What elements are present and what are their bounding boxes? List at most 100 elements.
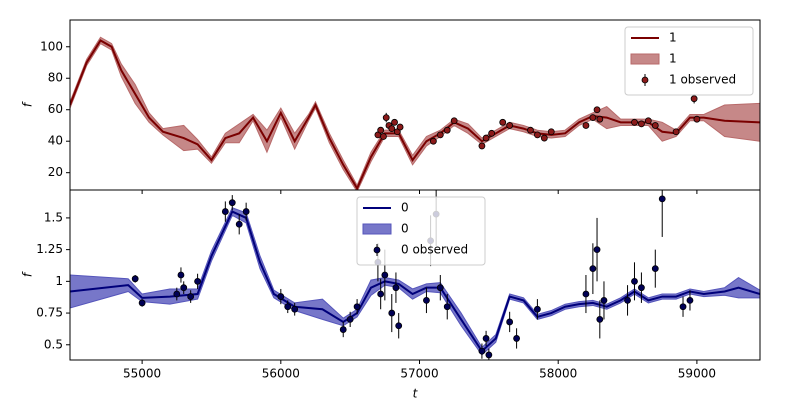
- observed-point: [277, 293, 285, 300]
- observed-point: [353, 303, 361, 311]
- observed-point: [485, 351, 493, 359]
- x-tick-label: 55000: [123, 367, 161, 381]
- observed-point: [644, 117, 652, 125]
- observed-point: [478, 347, 486, 355]
- observed-point: [547, 128, 555, 136]
- observed-point: [177, 271, 185, 279]
- observed-point: [388, 309, 396, 317]
- observed-point: [679, 303, 687, 311]
- observed-point: [600, 296, 608, 304]
- observed-point: [443, 303, 451, 311]
- observed-point: [638, 284, 645, 292]
- observed-point: [346, 316, 354, 323]
- y-tick-label: 1.25: [36, 242, 63, 256]
- y-tick-label: 0.75: [36, 306, 63, 320]
- observed-point: [582, 290, 590, 298]
- observed-point: [631, 277, 638, 285]
- observed-point: [228, 199, 236, 207]
- x-axis-label: t: [413, 387, 419, 400]
- legend-box: [624, 26, 754, 96]
- confidence-band: [70, 36, 760, 190]
- y-tick-label: 60: [48, 102, 63, 116]
- observed-point: [593, 106, 601, 114]
- y-tick-label: 1.5: [44, 210, 63, 224]
- x-tick-label: 58000: [539, 367, 577, 381]
- observed-point: [506, 318, 514, 326]
- observed-point: [582, 122, 590, 129]
- legend-label: 0 observed: [401, 243, 468, 257]
- legend-patch: [630, 53, 660, 65]
- observed-point: [478, 142, 486, 150]
- observed-point: [388, 125, 396, 133]
- legend-label: 1: [669, 52, 677, 66]
- legend-patch: [362, 223, 392, 235]
- observed-point: [624, 296, 631, 304]
- legend-box: [356, 196, 486, 266]
- legend-marker: [373, 246, 381, 254]
- legend: 1 1 1 observed: [624, 26, 754, 96]
- observed-point: [382, 114, 390, 121]
- y-axis-label: f: [21, 271, 35, 277]
- observed-point: [392, 284, 400, 292]
- observed-point: [482, 134, 490, 142]
- axes-frame: [69, 189, 761, 361]
- observed-point: [380, 133, 387, 140]
- observed-point: [450, 117, 458, 125]
- observed-point: [527, 126, 534, 134]
- observed-point: [533, 131, 541, 139]
- y-tick-label: 0.5: [44, 337, 63, 351]
- legend-label: 0: [401, 201, 409, 215]
- observed-point: [395, 322, 403, 330]
- observed-point: [377, 290, 385, 298]
- legend-label: 1: [669, 31, 677, 45]
- observed-point: [180, 284, 188, 292]
- observed-point: [651, 122, 659, 129]
- observed-point: [589, 114, 597, 121]
- observed-point: [423, 296, 430, 304]
- observed-point: [187, 293, 195, 300]
- y-tick-label: 40: [48, 134, 63, 148]
- observed-point: [593, 246, 601, 254]
- observed-point: [173, 290, 181, 298]
- observed-point: [339, 326, 347, 333]
- observed-point: [194, 277, 201, 285]
- y-tick-label: 1: [55, 274, 63, 288]
- observed-point: [499, 118, 507, 126]
- observed-point: [242, 208, 250, 215]
- observed-point: [589, 265, 597, 273]
- observed-point: [391, 118, 398, 126]
- legend-label: 0: [401, 222, 409, 236]
- observed-point: [436, 284, 444, 292]
- legend: 0 0 0 observed: [356, 196, 486, 266]
- observed-point: [221, 208, 229, 215]
- observed-point: [396, 123, 404, 131]
- observed-point: [533, 305, 541, 313]
- observed-point: [686, 296, 694, 304]
- observed-point: [377, 126, 385, 134]
- observed-point: [284, 303, 292, 311]
- observed-point: [658, 195, 666, 203]
- observed-point: [693, 115, 701, 123]
- observed-point: [540, 134, 548, 142]
- legend-marker: [641, 76, 649, 84]
- observed-point: [488, 129, 496, 137]
- observed-point: [506, 122, 514, 129]
- observed-point: [596, 316, 604, 323]
- observed-point: [513, 335, 520, 342]
- observed-point: [690, 95, 698, 103]
- observed-point: [235, 220, 243, 228]
- observed-point: [291, 305, 299, 313]
- y-tick-label: 100: [40, 39, 63, 53]
- observed-point: [672, 128, 680, 136]
- x-tick-label: 57000: [400, 367, 438, 381]
- observed-point: [638, 120, 645, 128]
- observed-point: [631, 118, 638, 126]
- y-axis-label: f: [21, 101, 35, 107]
- y-tick-label: 20: [48, 165, 63, 179]
- legend-label: 1 observed: [669, 73, 736, 87]
- observed-point: [436, 131, 444, 139]
- observed-point: [596, 115, 604, 123]
- x-tick-label: 56000: [262, 367, 300, 381]
- observed-point: [429, 137, 437, 145]
